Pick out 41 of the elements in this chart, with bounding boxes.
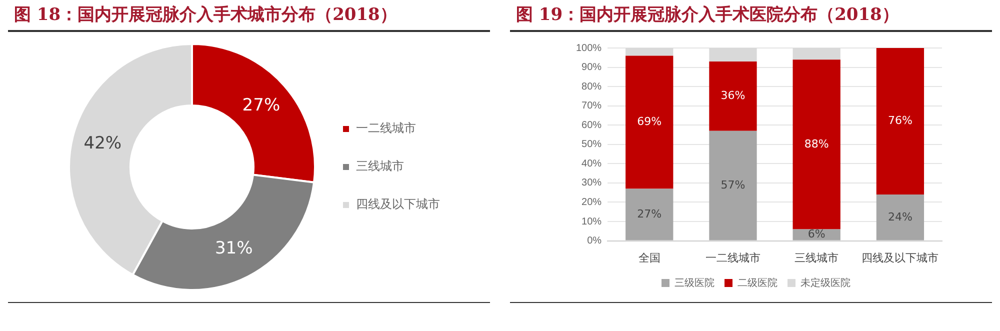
data-label: 36% — [720, 89, 746, 102]
x-tick-label: 四线及以下城市 — [862, 251, 939, 264]
legend-label: 未定级医院 — [800, 276, 850, 289]
y-tick-label: 70% — [582, 100, 602, 112]
data-label: 6% — [808, 228, 826, 241]
data-label: 24% — [888, 210, 912, 224]
x-tick-label: 一二线城市 — [705, 251, 760, 264]
x-tick-label: 全国 — [638, 252, 660, 264]
y-tick-label: 100% — [576, 42, 602, 54]
bar — [876, 48, 924, 195]
data-label: 31% — [214, 238, 253, 259]
data-label: 76% — [888, 114, 912, 128]
data-label: 42% — [84, 133, 122, 154]
y-tick-label: 50% — [582, 139, 602, 150]
y-tick-label: 80% — [582, 81, 602, 92]
bar — [876, 194, 924, 240]
bar — [626, 188, 674, 240]
y-tick-label: 20% — [582, 196, 602, 208]
data-label: 27% — [637, 207, 662, 220]
bar — [709, 130, 757, 240]
legend-label: 三级医院 — [674, 276, 714, 289]
data-label: 69% — [637, 115, 662, 128]
chart-title: 图 19：国内开展冠脉介入手术医院分布（2018） — [510, 0, 992, 32]
data-label: 57% — [720, 178, 746, 192]
y-tick-label: 10% — [582, 216, 602, 228]
bar — [709, 61, 757, 131]
x-tick-label: 三线城市 — [794, 251, 839, 264]
y-tick-label: 40% — [582, 158, 602, 170]
bar — [792, 60, 840, 230]
bar — [626, 56, 674, 189]
chart-title: 图 18：国内开展冠脉介入手术城市分布（2018） — [8, 0, 490, 32]
y-tick-label: 60% — [582, 120, 602, 131]
legend-label: 三线城市 — [356, 159, 404, 174]
legend-label: 二级医院 — [738, 276, 778, 289]
legend-label: 一二线城市 — [356, 121, 416, 136]
y-tick-label: 0% — [587, 236, 602, 247]
legend-label: 四线及以下城市 — [356, 197, 440, 212]
data-label: 88% — [804, 137, 829, 150]
y-tick-label: 90% — [582, 62, 602, 74]
y-tick-label: 30% — [582, 178, 602, 189]
data-label: 27% — [242, 95, 280, 116]
